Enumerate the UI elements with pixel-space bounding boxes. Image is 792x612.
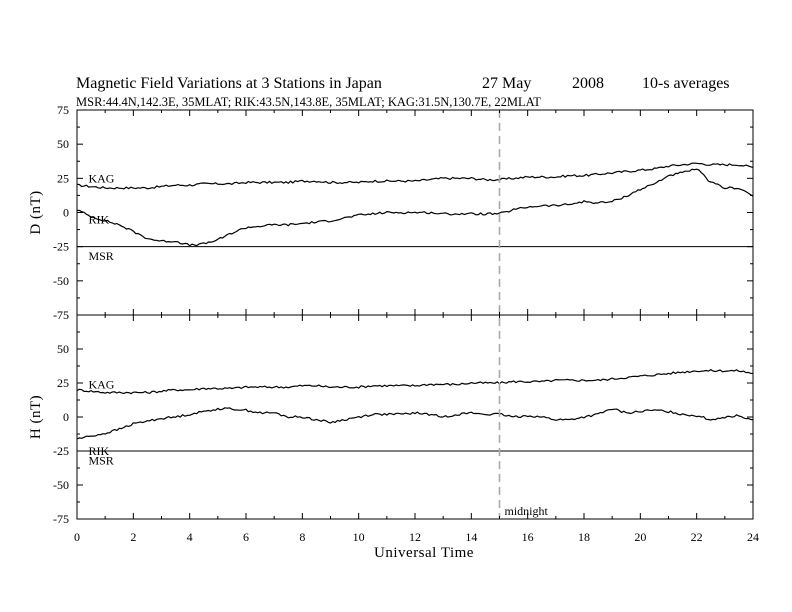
y-tick-label: -25 bbox=[53, 240, 69, 254]
x-tick-label: 6 bbox=[243, 530, 249, 544]
series-line-rik-h bbox=[76, 407, 754, 440]
y-tick-label: -50 bbox=[53, 478, 69, 492]
x-tick-label: 4 bbox=[187, 530, 193, 544]
y-tick-label: 50 bbox=[57, 137, 69, 151]
y-tick-label: 0 bbox=[63, 206, 69, 220]
series-label-kag: KAG bbox=[88, 377, 114, 391]
panel-d: 75 50 25 0 -25 -50 -75 D (nT) KAG RIK MSR bbox=[28, 103, 754, 322]
y-axis-label-d: D (nT) bbox=[28, 190, 44, 234]
chart-date: 27 May bbox=[482, 75, 531, 92]
series-label-msr: MSR bbox=[88, 454, 113, 468]
x-axis: 0 2 4 6 8 10 12 14 16 18 20 22 24 bbox=[74, 110, 759, 544]
y-tick-label: 25 bbox=[57, 171, 69, 185]
x-tick-label: 18 bbox=[578, 530, 590, 544]
chart-subtitle: MSR:44.4N,142.3E, 35MLAT; RIK:43.5N,143.… bbox=[76, 95, 541, 109]
y-tick-label: -50 bbox=[53, 274, 69, 288]
y-tick-label: 75 bbox=[57, 103, 69, 117]
x-tick-label: 20 bbox=[634, 530, 646, 544]
series-line-kag-d bbox=[76, 162, 754, 190]
x-tick-label: 2 bbox=[130, 530, 136, 544]
series-label-rik: RIK bbox=[88, 212, 109, 226]
y-tick-label: 25 bbox=[57, 376, 69, 390]
chart-averaging: 10-s averages bbox=[642, 75, 730, 92]
y-tick-label: 50 bbox=[57, 342, 69, 356]
y-tick-label: -25 bbox=[53, 444, 69, 458]
x-tick-label: 10 bbox=[353, 530, 365, 544]
x-tick-label: 16 bbox=[522, 530, 534, 544]
series-label-kag: KAG bbox=[88, 171, 114, 185]
x-tick-label: 24 bbox=[747, 530, 759, 544]
series-line-kag-h bbox=[76, 369, 754, 395]
series-label-msr: MSR bbox=[88, 249, 113, 263]
panel-h-frame bbox=[76, 314, 754, 520]
x-tick-label: 8 bbox=[299, 530, 305, 544]
y-axis-label-h: H (nT) bbox=[28, 395, 44, 439]
chart-year: 2008 bbox=[572, 75, 604, 92]
x-tick-label: 12 bbox=[409, 530, 421, 544]
y-tick-label: -75 bbox=[53, 308, 69, 322]
x-tick-label: 0 bbox=[74, 530, 80, 544]
series-line-rik-d bbox=[76, 168, 754, 247]
chart-title: Magnetic Field Variations at 3 Stations … bbox=[76, 75, 382, 92]
midnight-label: midnight bbox=[505, 504, 549, 518]
x-axis-label: Universal Time bbox=[374, 545, 474, 561]
x-tick-label: 14 bbox=[465, 530, 477, 544]
x-tick-label: 22 bbox=[691, 530, 703, 544]
y-tick-label: 0 bbox=[63, 410, 69, 424]
y-tick-label: -75 bbox=[53, 512, 69, 526]
